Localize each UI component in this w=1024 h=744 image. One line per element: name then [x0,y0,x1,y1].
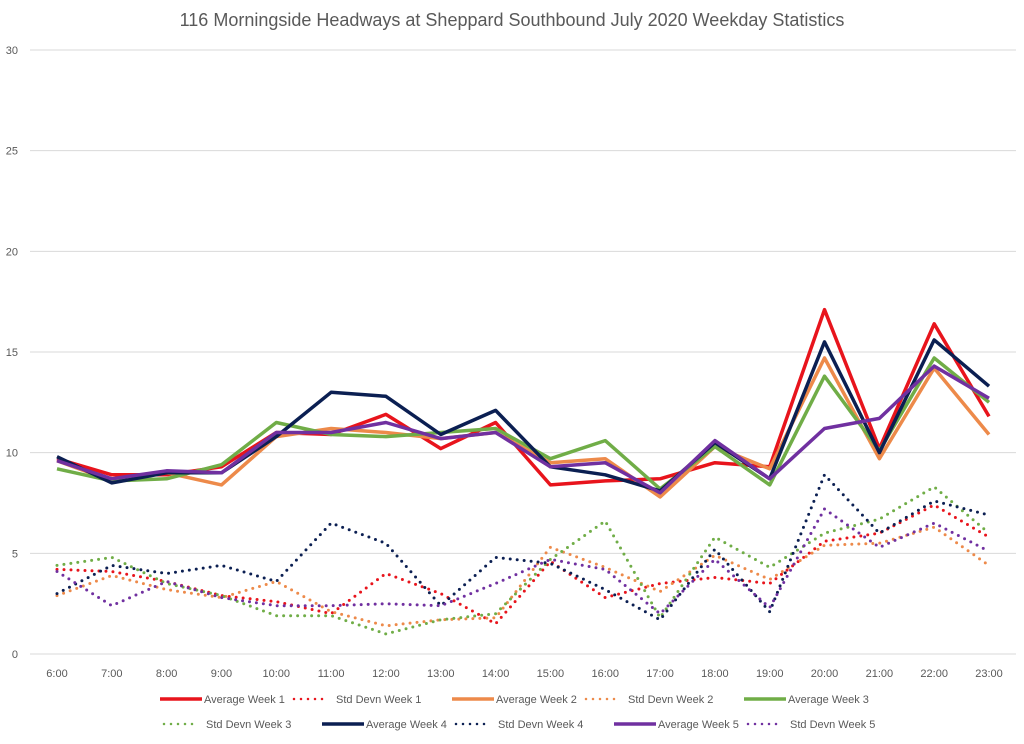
legend-label: Std Devn Week 5 [790,719,875,731]
x-tick-label: 20:00 [811,668,839,680]
legend-label: Std Devn Week 3 [206,719,291,731]
x-tick-label: 14:00 [482,668,510,680]
x-tick-label: 21:00 [866,668,894,680]
legend-label: Std Devn Week 1 [336,694,421,706]
y-axis-ticks: 0 5 10 15 20 25 30 [6,45,18,661]
legend-label: Average Week 4 [366,719,447,731]
series-line-average-week-5 [56,364,990,495]
series-line-average-week-2 [56,356,991,499]
y-tick-label: 30 [6,45,18,57]
legend-item: Std Devn Week 5 [746,719,875,731]
legend-item: Std Devn Week 4 [454,719,583,731]
x-tick-label: 15:00 [537,668,565,680]
x-tick-label: 10:00 [263,668,291,680]
legend-item: Average Week 4 [322,719,447,731]
legend-label: Std Devn Week 4 [498,719,583,731]
x-tick-label: 17:00 [646,668,674,680]
series-lines [55,307,991,636]
legend-label: Average Week 2 [496,694,577,706]
y-tick-label: 0 [12,649,18,661]
legend-item: Average Week 3 [744,694,869,706]
x-tick-label: 23:00 [975,668,1003,680]
legend-label: Average Week 5 [658,719,739,731]
y-tick-label: 20 [6,246,18,258]
x-tick-label: 8:00 [156,668,177,680]
legend-item: Average Week 5 [614,719,739,731]
series-line-average-week-3 [56,356,991,491]
x-tick-label: 12:00 [372,668,400,680]
y-tick-label: 15 [6,347,18,359]
series-line-std-devn-week-1 [55,503,991,626]
legend-item: Std Devn Week 3 [162,719,291,731]
y-tick-label: 5 [12,548,18,560]
series-line-std-devn-week-4 [55,473,991,622]
x-tick-label: 16:00 [591,668,619,680]
x-tick-label: 22:00 [920,668,948,680]
legend-label: Std Devn Week 2 [628,694,713,706]
legend-label: Average Week 1 [204,694,285,706]
series-line-std-devn-week-5 [55,507,991,616]
legend-item: Average Week 1 [160,694,285,706]
y-tick-label: 10 [6,448,18,460]
legend: Average Week 1 Std Devn Week 1 Average Wee… [160,694,875,731]
x-tick-label: 19:00 [756,668,784,680]
y-tick-label: 25 [6,146,18,158]
gridlines [30,49,1016,655]
series-line-average-week-1 [56,307,991,487]
x-tick-label: 7:00 [101,668,122,680]
series-line-std-devn-week-3 [55,485,991,636]
x-tick-label: 9:00 [211,668,232,680]
chart-title: 116 Morningside Headways at Sheppard Sou… [180,10,845,30]
legend-item: Std Devn Week 1 [292,694,421,706]
x-tick-label: 6:00 [46,668,67,680]
x-tick-label: 18:00 [701,668,729,680]
series-line-std-devn-week-2 [55,525,991,628]
x-tick-label: 11:00 [318,668,345,680]
legend-label: Average Week 3 [788,694,869,706]
x-tick-label: 13:00 [427,668,455,680]
legend-item: Average Week 2 [452,694,577,706]
series-line-average-week-4 [56,338,991,493]
legend-item: Std Devn Week 2 [584,694,713,706]
x-axis-ticks: 6:00 7:00 8:00 9:00 10:00 11:00 12:00 13:00 14:0… [46,668,1002,680]
